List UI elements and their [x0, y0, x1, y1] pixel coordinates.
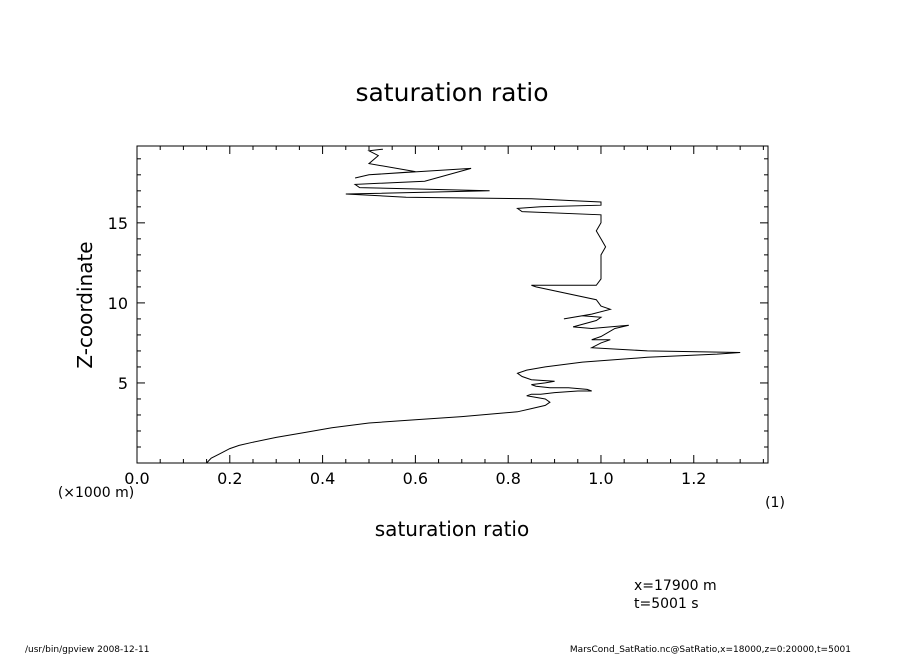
x-axis-ticks [136, 146, 764, 463]
footer-left: /usr/bin/gpview 2008-12-11 [25, 645, 149, 654]
info-time: t=5001 s [634, 596, 699, 612]
x-axis-unit: (1) [765, 495, 785, 511]
info-x-position: x=17900 m [634, 578, 717, 594]
y-tick-label: 10 [108, 294, 128, 313]
y-tick-label: 5 [118, 374, 128, 393]
x-tick-label: 0.4 [310, 469, 335, 488]
y-axis-unit: (×1000 m) [58, 485, 134, 501]
chart-title: saturation ratio [355, 78, 548, 107]
x-axis-tick-labels: 0.0 0.2 0.4 0.6 0.8 1.0 1.2 [124, 469, 706, 488]
x-tick-label: 1.2 [681, 469, 706, 488]
y-axis-tick-labels: 5 10 15 [108, 214, 128, 393]
plot-frame [136, 145, 769, 464]
x-tick-label: 0.2 [217, 469, 242, 488]
x-axis-label: saturation ratio [375, 517, 529, 541]
y-tick-label: 15 [108, 214, 128, 233]
y-axis-label: Z-coordinate [73, 241, 97, 368]
series-line-saturation-ratio [206, 148, 741, 464]
footer-right: MarsCond_SatRatio.nc@SatRatio,x=18000,z=… [570, 645, 851, 654]
x-tick-label: 1.0 [588, 469, 613, 488]
y-axis-ticks [137, 158, 768, 448]
x-tick-label: 0.6 [403, 469, 428, 488]
x-tick-label: 0.8 [495, 469, 520, 488]
x-tick-label: 0.0 [124, 469, 149, 488]
